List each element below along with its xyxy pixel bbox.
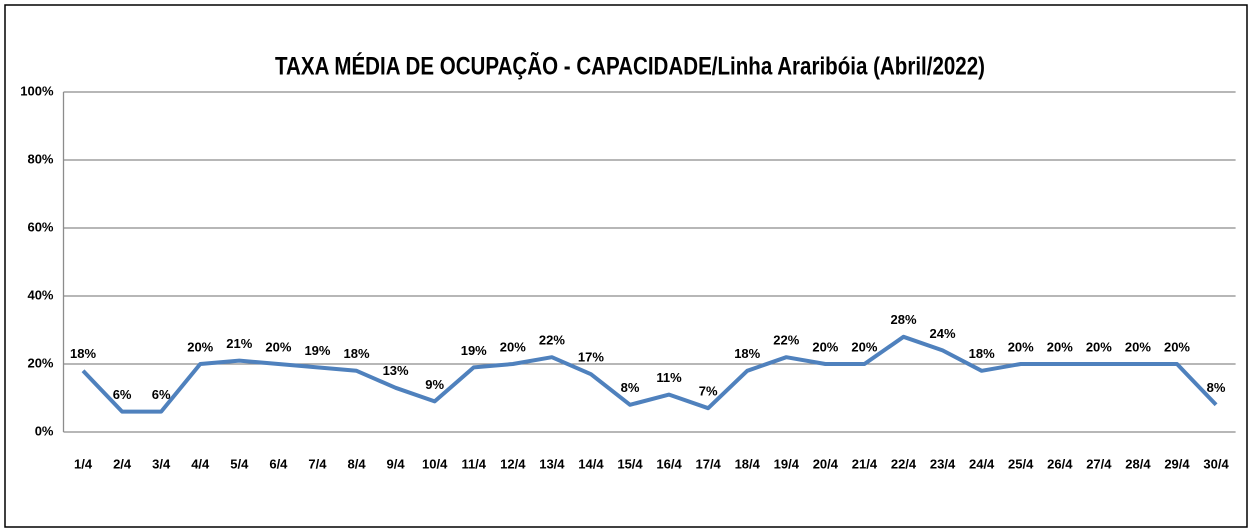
x-tick-label: 10/4 xyxy=(422,456,448,471)
data-label: 22% xyxy=(539,333,565,348)
y-tick-label: 40% xyxy=(27,287,53,302)
data-label: 6% xyxy=(113,387,132,402)
data-label: 20% xyxy=(1086,339,1112,354)
data-label: 7% xyxy=(699,384,718,399)
x-tick-label: 25/4 xyxy=(1008,456,1034,471)
data-label: 20% xyxy=(1008,339,1034,354)
x-tick-label: 15/4 xyxy=(617,456,643,471)
y-tick-label: 80% xyxy=(27,151,53,166)
x-tick-label: 2/4 xyxy=(113,456,132,471)
data-label: 20% xyxy=(265,339,291,354)
x-tick-label: 26/4 xyxy=(1047,456,1073,471)
chart-border xyxy=(4,4,1248,528)
x-tick-label: 30/4 xyxy=(1203,456,1229,471)
x-tick-label: 8/4 xyxy=(347,456,366,471)
x-tick-label: 14/4 xyxy=(578,456,604,471)
data-label: 20% xyxy=(1125,339,1151,354)
data-label: 24% xyxy=(930,326,956,341)
x-tick-label: 12/4 xyxy=(500,456,526,471)
x-tick-label: 21/4 xyxy=(852,456,878,471)
data-label: 8% xyxy=(1207,380,1226,395)
x-tick-label: 18/4 xyxy=(735,456,761,471)
x-tick-label: 7/4 xyxy=(308,456,327,471)
data-label: 19% xyxy=(304,343,330,358)
data-label: 9% xyxy=(425,377,444,392)
x-tick-label: 27/4 xyxy=(1086,456,1112,471)
data-label: 19% xyxy=(461,343,487,358)
data-label: 18% xyxy=(734,346,760,361)
y-tick-label: 60% xyxy=(27,219,53,234)
data-label: 20% xyxy=(812,339,838,354)
x-tick-label: 3/4 xyxy=(152,456,171,471)
x-tick-label: 19/4 xyxy=(774,456,800,471)
data-label: 21% xyxy=(226,336,252,351)
data-label: 20% xyxy=(500,339,526,354)
data-label: 18% xyxy=(344,346,370,361)
y-tick-label: 100% xyxy=(20,83,54,98)
x-tick-label: 13/4 xyxy=(539,456,565,471)
data-label: 18% xyxy=(969,346,995,361)
data-label: 20% xyxy=(187,339,213,354)
x-tick-label: 6/4 xyxy=(269,456,288,471)
x-tick-label: 1/4 xyxy=(74,456,93,471)
x-tick-label: 20/4 xyxy=(813,456,839,471)
x-tick-label: 4/4 xyxy=(191,456,210,471)
data-label: 17% xyxy=(578,350,604,365)
chart-title: TAXA MÉDIA DE OCUPAÇÃO - CAPACIDADE/Linh… xyxy=(275,51,985,81)
line-series xyxy=(81,334,1218,414)
data-label: 20% xyxy=(1047,339,1073,354)
x-tick-label: 17/4 xyxy=(695,456,721,471)
data-label: 13% xyxy=(383,363,409,378)
x-tick-label: 11/4 xyxy=(461,456,486,471)
data-label: 6% xyxy=(152,387,171,402)
data-label: 22% xyxy=(773,333,799,348)
x-tick-label: 24/4 xyxy=(969,456,995,471)
data-label: 20% xyxy=(851,339,877,354)
x-tick-label: 22/4 xyxy=(891,456,917,471)
x-tick-label: 29/4 xyxy=(1164,456,1190,471)
x-tick-label: 28/4 xyxy=(1125,456,1151,471)
data-label: 11% xyxy=(656,370,682,385)
y-tick-label: 20% xyxy=(27,355,53,370)
data-label: 28% xyxy=(890,312,916,327)
y-tick-label: 0% xyxy=(35,423,54,438)
data-label: 20% xyxy=(1164,339,1190,354)
x-tick-label: 5/4 xyxy=(230,456,249,471)
x-tick-label: 16/4 xyxy=(656,456,682,471)
x-tick-label: 23/4 xyxy=(930,456,956,471)
x-tick-label: 9/4 xyxy=(387,456,406,471)
data-label: 18% xyxy=(70,346,96,361)
data-label: 8% xyxy=(621,380,640,395)
